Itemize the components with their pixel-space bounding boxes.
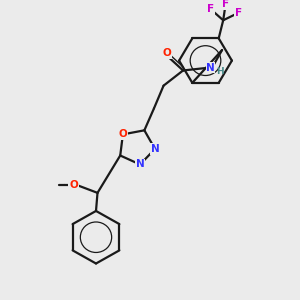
- Text: F: F: [235, 8, 242, 18]
- Text: O: O: [162, 48, 171, 58]
- Text: N: N: [136, 160, 144, 170]
- Text: O: O: [69, 180, 78, 190]
- Text: N: N: [151, 144, 159, 154]
- Text: F: F: [207, 4, 214, 14]
- Text: methoxy: methoxy: [62, 183, 69, 185]
- Text: O: O: [118, 129, 127, 140]
- Text: F: F: [222, 0, 229, 9]
- Text: N: N: [206, 63, 215, 73]
- Text: H: H: [216, 67, 224, 76]
